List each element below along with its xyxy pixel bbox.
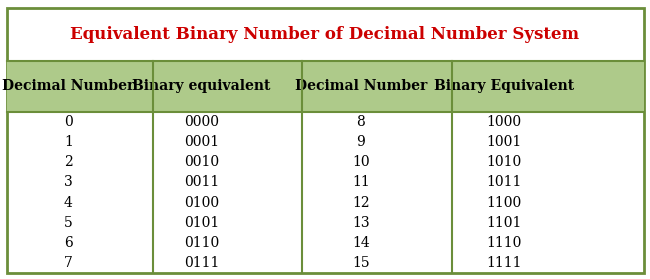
- Text: 0010: 0010: [184, 155, 219, 169]
- Text: 0001: 0001: [184, 135, 219, 149]
- Text: 6: 6: [64, 236, 73, 250]
- Text: 4: 4: [64, 196, 73, 210]
- Text: 2: 2: [64, 155, 73, 169]
- Text: 0110: 0110: [184, 236, 219, 250]
- Text: 12: 12: [352, 196, 370, 210]
- Text: 7: 7: [64, 256, 73, 270]
- Text: Binary Equivalent: Binary Equivalent: [434, 80, 574, 93]
- Text: 13: 13: [352, 216, 370, 230]
- Text: 3: 3: [64, 175, 73, 189]
- Text: Decimal Number: Decimal Number: [294, 80, 427, 93]
- Text: 11: 11: [352, 175, 370, 189]
- Text: 0100: 0100: [184, 196, 219, 210]
- Text: 0: 0: [64, 115, 73, 129]
- Text: 1000: 1000: [486, 115, 521, 129]
- Text: 1: 1: [64, 135, 73, 149]
- Bar: [6, 61, 644, 112]
- Text: Equivalent Binary Number of Decimal Number System: Equivalent Binary Number of Decimal Numb…: [70, 27, 580, 43]
- Text: 0111: 0111: [184, 256, 219, 270]
- Text: 15: 15: [352, 256, 370, 270]
- Text: 9: 9: [356, 135, 365, 149]
- Text: Decimal Number: Decimal Number: [2, 80, 135, 93]
- Text: 1100: 1100: [486, 196, 521, 210]
- Text: 8: 8: [356, 115, 365, 129]
- Text: 10: 10: [352, 155, 370, 169]
- Text: 0000: 0000: [184, 115, 219, 129]
- Text: 14: 14: [352, 236, 370, 250]
- Text: 1110: 1110: [486, 236, 521, 250]
- Text: 1001: 1001: [486, 135, 521, 149]
- Text: 1111: 1111: [486, 256, 521, 270]
- Text: 0011: 0011: [184, 175, 219, 189]
- Text: 1101: 1101: [486, 216, 521, 230]
- Text: 5: 5: [64, 216, 73, 230]
- Text: Binary equivalent: Binary equivalent: [133, 80, 270, 93]
- Text: 0101: 0101: [184, 216, 219, 230]
- Text: 1010: 1010: [486, 155, 521, 169]
- Text: 1011: 1011: [486, 175, 521, 189]
